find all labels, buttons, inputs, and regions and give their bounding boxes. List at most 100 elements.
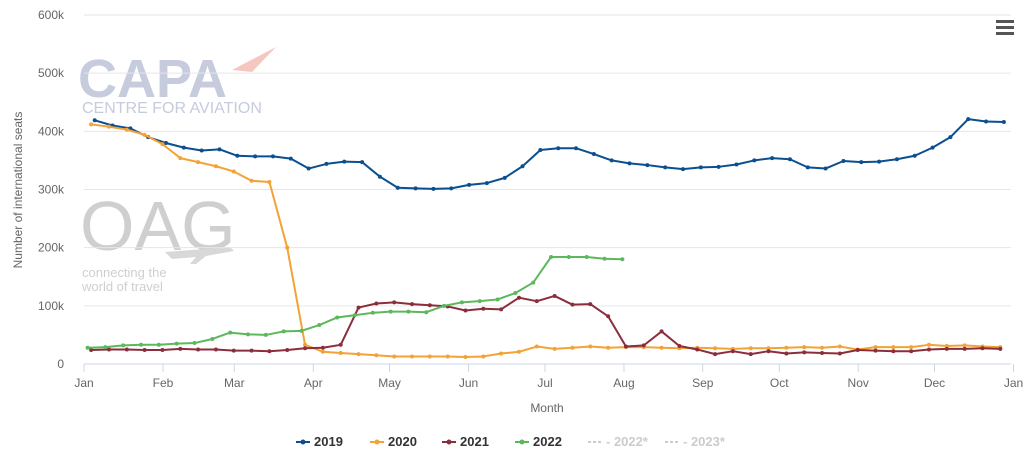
data-point[interactable] [124,127,129,132]
data-point[interactable] [392,300,397,305]
data-point[interactable] [139,342,144,347]
data-point[interactable] [463,308,468,313]
data-point[interactable] [802,345,807,350]
data-point[interactable] [178,156,183,161]
data-point[interactable] [196,160,201,165]
data-point[interactable] [249,348,254,353]
data-point[interactable] [410,354,415,359]
data-point[interactable] [103,345,108,350]
data-point[interactable] [303,342,308,347]
data-point[interactable] [338,350,343,355]
data-point[interactable] [716,164,721,169]
data-point[interactable] [909,349,914,354]
data-point[interactable] [766,346,771,351]
data-point[interactable] [802,350,807,355]
data-point[interactable] [142,348,147,353]
data-point[interactable] [784,351,789,356]
data-point[interactable] [406,309,411,314]
data-point[interactable] [734,162,739,167]
data-point[interactable] [641,343,646,348]
data-point[interactable] [520,164,525,169]
data-point[interactable] [199,148,204,153]
data-point[interactable] [356,305,361,310]
data-point[interactable] [495,297,500,302]
data-point[interactable] [713,346,718,351]
data-point[interactable] [463,355,468,360]
data-point[interactable] [620,257,625,262]
data-point[interactable] [467,182,472,187]
data-point[interactable] [160,142,165,147]
data-point[interactable] [360,160,365,165]
data-point[interactable] [998,346,1003,351]
data-point[interactable] [566,254,571,259]
data-point[interactable] [820,345,825,350]
data-point[interactable] [374,353,379,358]
data-point[interactable] [927,342,931,347]
data-point[interactable] [303,346,308,351]
data-point[interactable] [680,167,685,172]
data-point[interactable] [534,344,539,349]
data-point[interactable] [263,332,268,337]
data-point[interactable] [164,140,168,145]
data-point[interactable] [481,354,486,359]
data-point[interactable] [231,169,236,174]
data-point[interactable] [659,345,664,350]
legend-item-2022[interactable]: - 2022* [588,434,649,449]
data-point[interactable] [267,179,272,184]
data-point[interactable] [142,132,147,137]
data-point[interactable] [859,160,864,165]
data-point[interactable] [317,323,322,328]
data-point[interactable] [602,256,607,261]
data-point[interactable] [124,347,129,352]
data-point[interactable] [181,145,186,150]
data-point[interactable] [962,343,967,348]
data-point[interactable] [89,348,94,353]
data-point[interactable] [552,346,557,351]
data-point[interactable] [695,347,700,352]
series-2022[interactable] [85,254,625,350]
data-point[interactable] [627,161,632,166]
data-point[interactable] [980,346,985,351]
data-point[interactable] [841,159,846,163]
data-point[interactable] [213,164,218,169]
data-point[interactable] [106,347,111,352]
data-point[interactable] [481,306,486,311]
data-point[interactable] [966,117,971,122]
data-point[interactable] [588,302,593,307]
data-point[interactable] [663,165,668,170]
data-point[interactable] [984,119,989,124]
data-point[interactable] [534,299,539,304]
data-point[interactable] [873,348,878,353]
data-point[interactable] [106,124,111,129]
data-point[interactable] [338,342,343,347]
data-point[interactable] [588,344,593,349]
data-point[interactable] [944,343,949,348]
data-point[interactable] [249,178,254,183]
data-point[interactable] [370,310,375,315]
data-point[interactable] [784,345,789,350]
series-2019[interactable] [92,117,1006,191]
data-point[interactable] [516,295,521,300]
data-point[interactable] [449,186,454,191]
data-point[interactable] [698,165,703,170]
legend-item-2022[interactable]: 2022 [515,434,562,449]
data-point[interactable] [324,161,329,166]
data-point[interactable] [877,159,882,164]
data-point[interactable] [787,157,792,162]
data-point[interactable] [270,154,275,159]
data-point[interactable] [395,185,400,190]
legend-item-2020[interactable]: 2020 [370,434,417,449]
data-point[interactable] [748,346,753,351]
data-point[interactable] [356,352,361,357]
data-point[interactable] [556,146,561,151]
data-point[interactable] [766,349,771,354]
data-point[interactable] [909,345,914,350]
data-point[interactable] [484,181,489,186]
data-point[interactable] [748,352,753,357]
data-point[interactable] [713,352,718,357]
data-point[interactable] [442,303,447,308]
data-point[interactable] [156,342,161,347]
data-point[interactable] [178,346,183,351]
chart-menu-button[interactable] [994,16,1016,38]
data-point[interactable] [820,350,825,355]
